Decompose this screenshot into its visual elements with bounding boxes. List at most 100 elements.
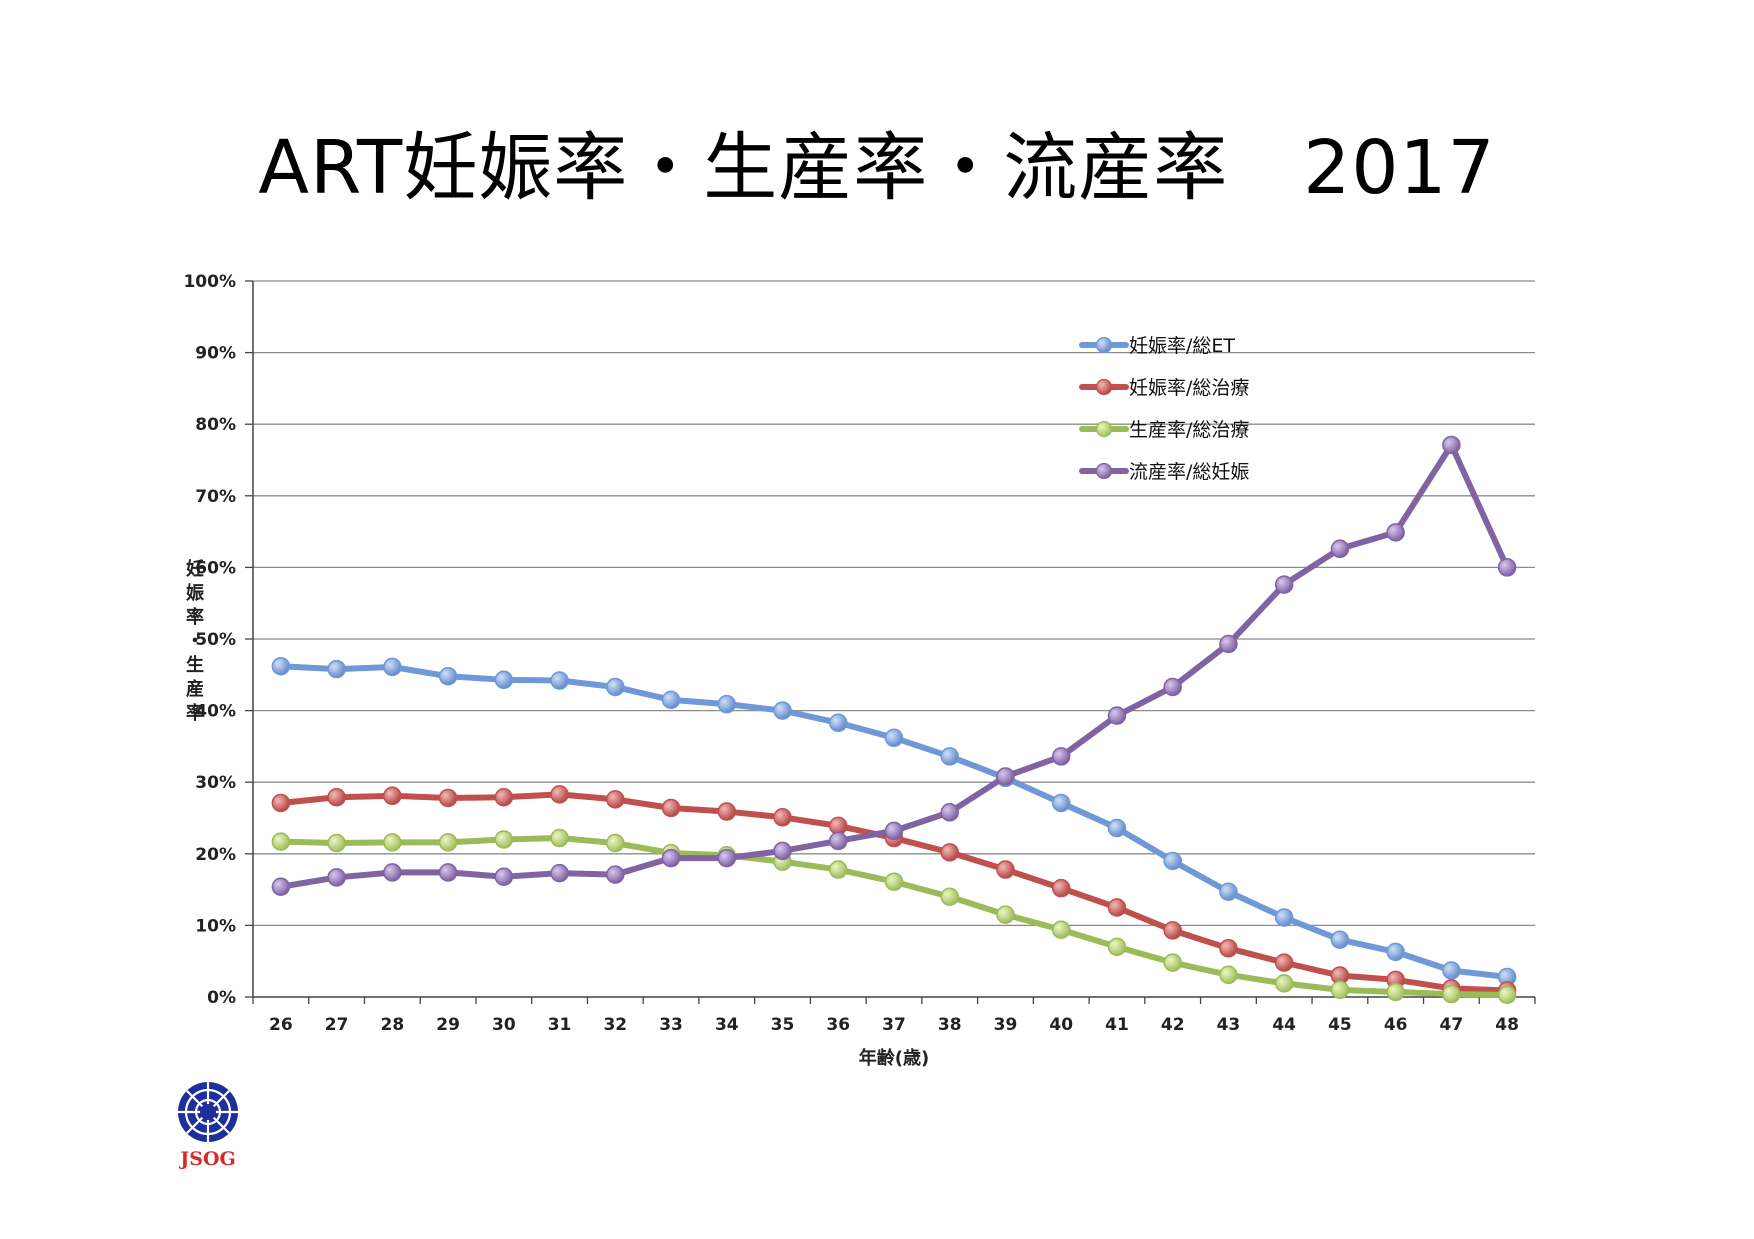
data-point: [829, 831, 848, 851]
data-point: [661, 690, 681, 710]
x-tick-label: 30: [492, 1015, 516, 1035]
data-point: [1163, 953, 1182, 972]
series-1: [271, 656, 1517, 987]
y-tick-label: 50%: [195, 630, 236, 650]
y-tick-label: 70%: [195, 487, 236, 507]
legend-swatch-marker: [1095, 420, 1113, 438]
x-tick-label: 28: [381, 1015, 405, 1035]
x-tick-label: 47: [1440, 1015, 1464, 1035]
series-3: [271, 828, 1517, 1005]
data-point: [1051, 920, 1071, 939]
data-point: [1051, 793, 1071, 813]
data-point: [773, 808, 792, 827]
data-point: [271, 656, 291, 676]
data-point: [550, 671, 569, 690]
y-tick-label: 20%: [195, 845, 236, 865]
y-tick-label: 90%: [195, 344, 236, 364]
data-point: [940, 747, 959, 766]
axes: 0% 10% 20% 30% 40% 50% 60% 70% 80% 90% 100% 26 27 28 2…: [183, 272, 1536, 1035]
data-point: [884, 821, 904, 841]
x-tick-label: 45: [1328, 1015, 1352, 1035]
legend-item: 流産率/総妊娠: [1079, 461, 1249, 483]
x-tick-label: 42: [1161, 1015, 1185, 1035]
data-point: [327, 833, 346, 853]
y-axis-label-char: 率: [186, 606, 204, 628]
series-2: [271, 785, 1517, 1000]
data-point: [327, 659, 346, 679]
legend-item: 妊娠率/総治療: [1079, 377, 1249, 399]
data-point: [1497, 558, 1517, 577]
data-point: [271, 793, 291, 813]
legend-swatch-marker: [1095, 378, 1113, 396]
series-layer: [271, 435, 1517, 1005]
y-axis-label-char: 生: [186, 654, 204, 676]
data-point: [606, 677, 625, 697]
x-tick-label: 38: [938, 1015, 962, 1035]
legend-label: 生産率/総治療: [1129, 419, 1249, 441]
x-tick-label: 33: [659, 1015, 683, 1035]
x-tick-label: 34: [715, 1015, 739, 1035]
x-tick-label: 37: [882, 1015, 906, 1035]
page-title: ART妊娠率・生産率・流産率 2017: [258, 125, 1496, 211]
y-axis-label: 妊娠率・生産率: [186, 558, 205, 724]
y-tick-label: 100%: [183, 272, 236, 292]
x-tick-label: 27: [325, 1015, 349, 1035]
y-tick-label: 0%: [207, 988, 236, 1008]
data-point: [940, 843, 959, 862]
data-point: [327, 868, 346, 887]
data-point: [940, 803, 959, 822]
legend-label: 妊娠率/総治療: [1129, 377, 1249, 399]
x-tick-label: 44: [1272, 1015, 1296, 1035]
data-point: [829, 713, 848, 733]
data-point: [1163, 921, 1182, 940]
y-axis-label-char: 娠: [186, 582, 205, 604]
data-point: [550, 828, 569, 848]
x-tick-label: 48: [1495, 1015, 1519, 1035]
data-point: [1386, 523, 1405, 542]
data-point: [1219, 939, 1238, 958]
data-point: [1330, 539, 1350, 559]
data-point: [1051, 878, 1071, 898]
legend-swatch-marker: [1095, 462, 1113, 480]
data-point: [940, 887, 959, 907]
data-point: [1274, 575, 1294, 594]
data-point: [1274, 953, 1294, 972]
y-axis-label-char: 率: [186, 702, 204, 724]
x-tick-label: 36: [826, 1015, 850, 1035]
series-line: [277, 441, 1511, 890]
data-point: [494, 830, 514, 849]
data-point: [1219, 965, 1238, 985]
series-line: [277, 663, 1511, 980]
x-tick-label: 35: [771, 1015, 795, 1035]
legend-item: 生産率/総治療: [1079, 419, 1249, 441]
y-axis-label-char: 産: [186, 678, 204, 700]
data-point: [494, 867, 514, 886]
series-4: [271, 435, 1517, 896]
data-point: [1386, 982, 1405, 1002]
data-point: [996, 860, 1015, 879]
data-point: [1107, 937, 1127, 957]
y-tick-label: 10%: [195, 916, 236, 936]
data-point: [550, 785, 569, 804]
data-point: [1386, 942, 1405, 962]
x-tick-label: 31: [548, 1015, 572, 1035]
data-point: [1051, 747, 1071, 766]
data-point: [550, 863, 569, 883]
x-tick-label: 43: [1217, 1015, 1241, 1035]
x-tick-label: 32: [603, 1015, 627, 1035]
data-point: [1330, 930, 1350, 949]
data-point: [1107, 818, 1127, 838]
data-point: [383, 786, 402, 806]
data-point: [829, 860, 848, 879]
data-point: [494, 787, 514, 807]
data-point: [606, 790, 625, 809]
gridlines: [253, 280, 1535, 927]
data-point: [438, 863, 458, 882]
y-tick-label: 60%: [195, 558, 236, 578]
x-tick-label: 46: [1384, 1015, 1408, 1035]
x-tick-label: 39: [994, 1015, 1018, 1035]
data-point: [717, 802, 737, 821]
x-axis-label: 年齢(歳): [859, 1047, 929, 1069]
data-point: [996, 905, 1015, 924]
